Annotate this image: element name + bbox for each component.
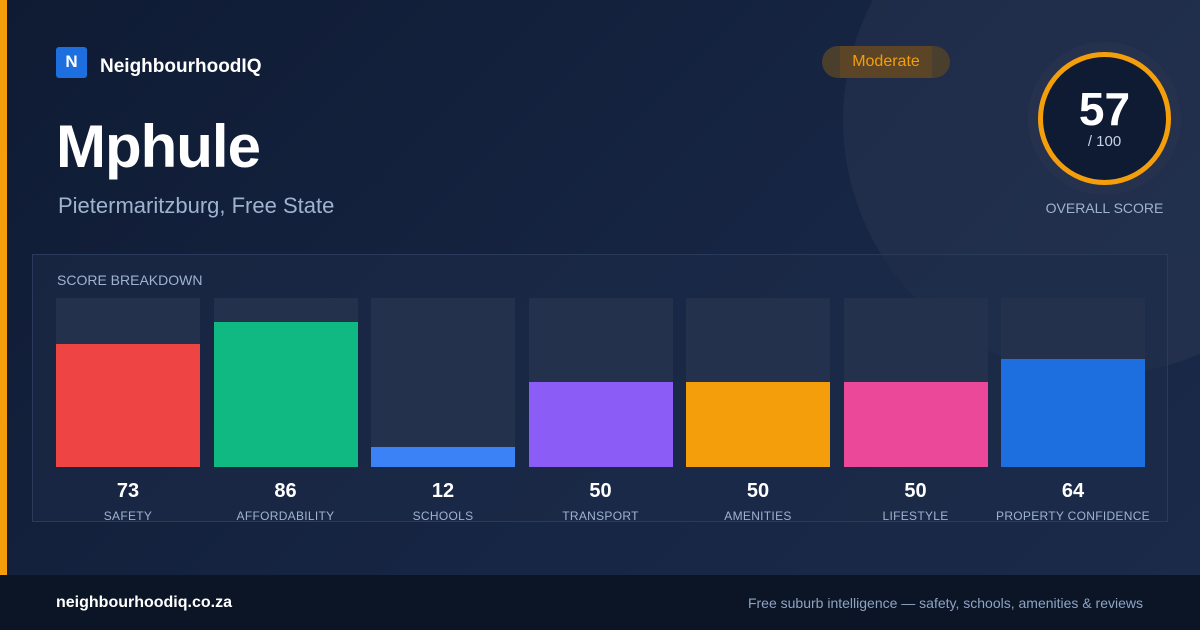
brand-logo-icon: N (56, 46, 87, 78)
bar-track (213, 298, 358, 467)
bar-label: TRANSPORT (562, 509, 639, 523)
bar-label: SAFETY (103, 509, 153, 523)
overall-score-value: 57 (1078, 83, 1131, 135)
bar-fill (686, 382, 830, 467)
rating-badge: Moderate (822, 46, 950, 78)
bar-track (371, 298, 515, 467)
overall-score-label: OVERALL SCORE (1045, 200, 1164, 216)
score-ring (1038, 52, 1171, 185)
bar-track (843, 298, 988, 467)
bar-label: LIFESTYLE (882, 509, 949, 523)
footer: neighbourhoodiq.co.za Free suburb intell… (0, 575, 1200, 630)
rating-badge-label: Moderate (852, 53, 920, 70)
breakdown-item-amenities: 50 AMENITIES (686, 298, 830, 523)
bar-fill (1001, 359, 1145, 467)
bar-fill (213, 322, 358, 467)
score-breakdown-title: SCORE BREAKDOWN (57, 272, 203, 288)
bar-label: AMENITIES (724, 509, 792, 523)
suburb-title: Mphule (56, 113, 261, 180)
bar-value: 12 (431, 480, 455, 502)
footer-url[interactable]: neighbourhoodiq.co.za (56, 594, 232, 611)
bar-track (1001, 298, 1145, 467)
bar-track (686, 298, 830, 467)
bar-fill (843, 382, 988, 467)
bar-fill (528, 382, 673, 467)
rating-badge-highlight (840, 46, 932, 78)
accent-strip (0, 0, 7, 575)
bar-value: 50 (904, 480, 927, 502)
bar-value: 50 (746, 480, 770, 502)
bar-track (528, 298, 673, 467)
breakdown-item-safety: 73 SAFETY (56, 298, 200, 523)
bar-label: PROPERTY CONFIDENCE (996, 509, 1150, 523)
overall-score-max: / 100 (1087, 133, 1122, 150)
bar-fill (56, 344, 200, 467)
breakdown-item-lifestyle: 50 LIFESTYLE (843, 298, 988, 523)
overall-score-gauge: 57 / 100 (1028, 42, 1181, 195)
brand-name: NeighbourhoodIQ (100, 56, 262, 77)
breakdown-item-transport: 50 TRANSPORT (528, 298, 673, 523)
bar-value: 50 (589, 480, 612, 502)
breakdown-item-property-confidence: 64 PROPERTY CONFIDENCE (996, 298, 1150, 523)
bar-label: AFFORDABILITY (236, 509, 335, 523)
bar-value: 86 (274, 480, 297, 502)
score-ring-arc (1038, 52, 1171, 185)
brand: N NeighbourhoodIQ (56, 46, 261, 78)
bar-label: SCHOOLS (412, 509, 474, 523)
breakdown-item-affordability: 86 AFFORDABILITY (213, 298, 358, 523)
breakdown-item-schools: 12 SCHOOLS (371, 298, 515, 523)
bar-value: 64 (1061, 480, 1085, 502)
suburb-location: Pietermaritzburg, Free State (58, 193, 335, 218)
footer-tagline: Free suburb intelligence — safety, schoo… (747, 595, 1143, 611)
bar-fill (371, 447, 515, 467)
score-breakdown-panel: SCORE BREAKDOWN 73 SAFETY 86 AFFORDABILITY 1… (32, 254, 1168, 523)
bar-track (56, 298, 200, 467)
bar-value: 73 (116, 480, 140, 502)
